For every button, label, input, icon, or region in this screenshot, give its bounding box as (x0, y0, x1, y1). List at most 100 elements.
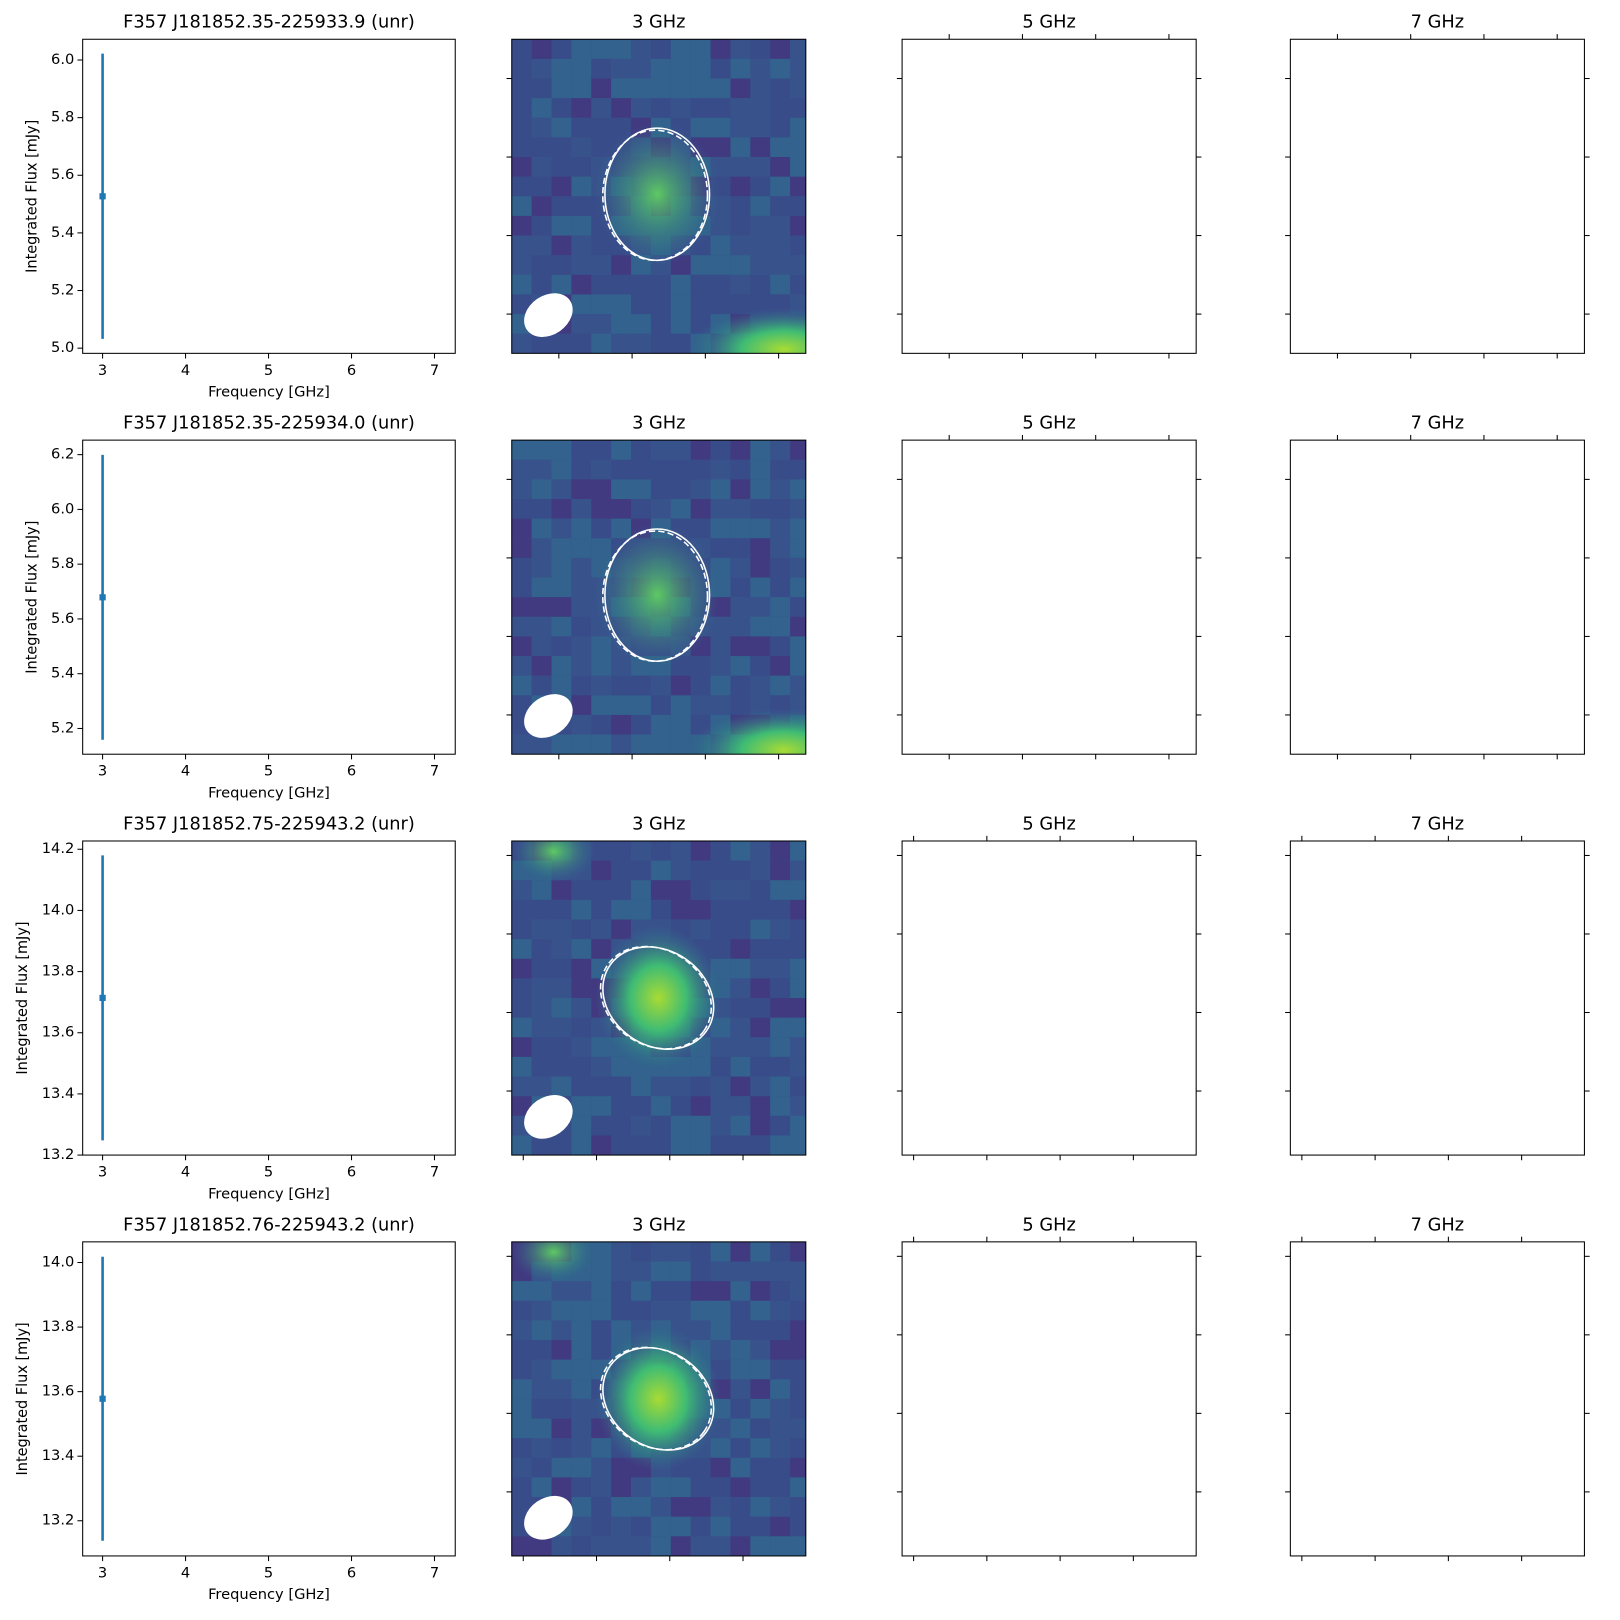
pixel (750, 1536, 771, 1556)
x-tick-label: 6 (347, 362, 356, 379)
pixel (611, 459, 632, 480)
pixel (770, 860, 791, 881)
pixel (730, 597, 751, 617)
pixel (511, 899, 532, 920)
pixel (551, 479, 572, 500)
x-tick-label: 6 (347, 763, 356, 780)
pixel (670, 1096, 691, 1116)
pixel (770, 557, 791, 578)
pixel (611, 255, 632, 275)
pixel (531, 117, 552, 138)
pixel (790, 1497, 806, 1517)
pixel (611, 734, 632, 755)
pixel (611, 274, 632, 295)
pixel (690, 117, 711, 138)
pixel (531, 675, 552, 696)
pixel (591, 1497, 612, 1517)
pixel (770, 880, 791, 900)
pixel (790, 636, 806, 657)
pixel (770, 78, 791, 99)
pixel (750, 939, 771, 959)
pixel (611, 1300, 632, 1321)
pixel (511, 58, 532, 79)
pixel (611, 1457, 632, 1478)
pixel (591, 860, 612, 881)
heatmap (511, 840, 806, 1156)
pixel (650, 1477, 671, 1498)
pixel (650, 98, 671, 118)
pixel (690, 1261, 711, 1282)
pixel (531, 255, 552, 275)
pixel (730, 196, 751, 216)
pixel (551, 333, 572, 354)
pixel (551, 880, 572, 900)
pixel (730, 1379, 751, 1399)
pixel (690, 899, 711, 920)
pixel (650, 479, 671, 500)
pixel (790, 1379, 806, 1399)
pixel (790, 1320, 806, 1341)
pixel (511, 196, 532, 216)
pixel (730, 998, 751, 1018)
pixel (790, 958, 806, 979)
pixel (611, 1477, 632, 1498)
pixel (591, 235, 612, 256)
pixel (750, 215, 771, 236)
pixel (790, 1115, 806, 1136)
pixel (650, 695, 671, 715)
pixel (511, 215, 532, 236)
pixel (730, 1477, 751, 1498)
pixel (790, 1281, 806, 1301)
pixel (750, 1135, 771, 1156)
pixel (690, 1536, 711, 1556)
pixel (730, 919, 751, 940)
pixel (730, 294, 751, 315)
pixel (790, 616, 806, 637)
pixel (730, 1076, 751, 1097)
pixel (511, 939, 532, 959)
image-panel (511, 1241, 806, 1556)
pixel (750, 1241, 771, 1262)
pixel (591, 1516, 612, 1537)
pixel (591, 919, 612, 940)
pixel (790, 518, 806, 539)
pixel (511, 1076, 532, 1097)
pixel (591, 274, 612, 295)
source-blob (594, 121, 720, 267)
pixel (790, 479, 806, 500)
pixel (710, 1516, 731, 1537)
pixel (730, 157, 751, 177)
pixel (511, 616, 532, 637)
pixel (631, 1281, 651, 1301)
panel-title: 5 GHz (1022, 1215, 1075, 1235)
pixel (591, 1261, 612, 1282)
pixel (571, 978, 592, 999)
pixel (770, 215, 791, 236)
pixel (770, 1418, 791, 1439)
pixel (730, 1241, 751, 1262)
pixel (611, 78, 632, 99)
pixel (770, 274, 791, 295)
pixel (730, 98, 751, 118)
pixel (511, 880, 532, 900)
pixel (690, 675, 711, 696)
pixel (790, 1340, 806, 1360)
pixel (611, 695, 632, 715)
pixel (551, 958, 572, 979)
pixel (750, 1037, 771, 1057)
pixel (790, 840, 806, 861)
pixel (551, 1340, 572, 1360)
pixel (611, 1135, 632, 1156)
heatmap (511, 440, 806, 755)
panel-frame (901, 439, 1197, 755)
pixel (770, 1438, 791, 1458)
pixel (631, 860, 651, 881)
pixel (770, 1037, 791, 1057)
x-tick-label: 7 (430, 1565, 439, 1582)
pixel (511, 998, 532, 1018)
pixel (770, 39, 791, 59)
pixel (770, 58, 791, 79)
panel-frame (511, 439, 807, 755)
x-tick-label: 4 (181, 362, 190, 379)
x-tick-label: 7 (430, 362, 439, 379)
